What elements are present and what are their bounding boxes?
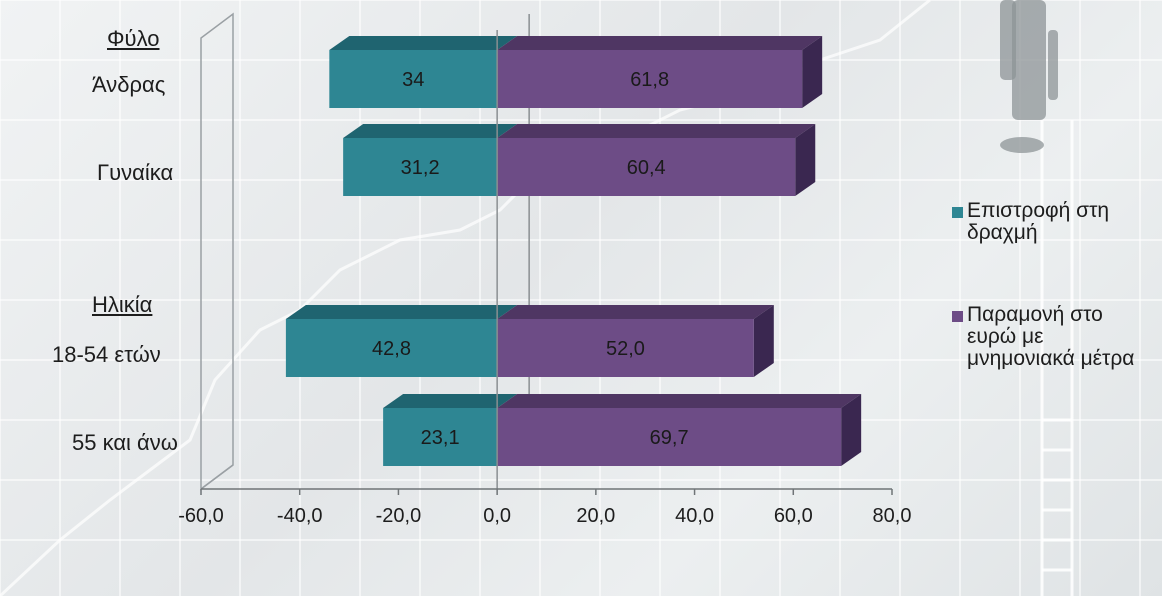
- category-label-age-18-54: 18-54 ετών: [52, 342, 161, 367]
- x-tick-label: -40,0: [277, 505, 323, 527]
- group-label-gender: Φύλο: [107, 26, 160, 51]
- ladder-graphic: [1040, 120, 1074, 596]
- bar-drachma: [383, 408, 498, 466]
- bar-top-euro: [497, 394, 862, 408]
- bar-euro: [497, 138, 796, 196]
- bar-side-euro: [753, 305, 774, 377]
- bar-side-euro: [841, 394, 862, 466]
- x-tick-label: 0,0: [483, 505, 511, 527]
- bar-side-euro: [802, 36, 823, 108]
- legend-item-euro: Παραμονή στο ευρώ με μνημονιακά μέτρα: [952, 304, 1134, 370]
- data-label-euro: 52,0: [606, 338, 645, 360]
- bar-top-euro: [497, 305, 774, 319]
- category-label-man: Άνδρας: [92, 72, 166, 97]
- bar-drachma: [343, 138, 498, 196]
- x-tick-label: -20,0: [376, 505, 422, 527]
- category-label-age-55-plus: 55 και άνω: [72, 430, 178, 455]
- bar-euro: [497, 408, 842, 466]
- legend-swatch-drachma: [952, 207, 963, 218]
- bar-side-euro: [795, 124, 816, 196]
- x-tick-label: 40,0: [675, 505, 714, 527]
- bar-drachma: [285, 319, 498, 377]
- legend-line: ευρώ με: [967, 325, 1044, 348]
- bar-drachma: [329, 50, 498, 108]
- data-label-drachma: 31,2: [401, 157, 440, 179]
- bar-top-euro: [497, 124, 816, 138]
- data-label-euro: 61,8: [630, 69, 669, 91]
- data-label-drachma: 23,1: [421, 427, 460, 449]
- legend-line: δραχμή: [967, 221, 1038, 244]
- legend-swatch-euro: [952, 311, 963, 322]
- bar-top-euro: [497, 36, 823, 50]
- x-tick-label: 80,0: [873, 505, 912, 527]
- bar-euro: [497, 50, 803, 108]
- person-silhouette: [1000, 0, 1058, 153]
- data-label-euro: 69,7: [650, 427, 689, 449]
- bar-top-drachma: [383, 394, 518, 408]
- category-label-woman: Γυναίκα: [97, 160, 174, 185]
- chart-side-wall: [200, 12, 234, 491]
- bar-top-drachma: [329, 36, 518, 50]
- bar-top-drachma: [343, 124, 518, 138]
- bar-euro: [497, 319, 754, 377]
- chart-floor-edge: [200, 464, 234, 490]
- bar-top-drachma: [285, 305, 518, 319]
- x-tick-label: -60,0: [178, 505, 224, 527]
- legend-line: μνημονιακά μέτρα: [967, 347, 1135, 370]
- legend-item-drachma: Επιστροφή στη δραχμή: [952, 200, 1109, 244]
- group-label-age: Ηλικία: [92, 292, 153, 317]
- data-label-drachma: 42,8: [372, 338, 411, 360]
- legend-line: Επιστροφή στη: [967, 199, 1110, 222]
- x-tick-label: 60,0: [774, 505, 813, 527]
- data-label-drachma: 34: [402, 69, 424, 91]
- data-label-euro: 60,4: [627, 157, 666, 179]
- legend-line: Παραμονή στο: [967, 303, 1103, 326]
- x-tick-label: 20,0: [576, 505, 615, 527]
